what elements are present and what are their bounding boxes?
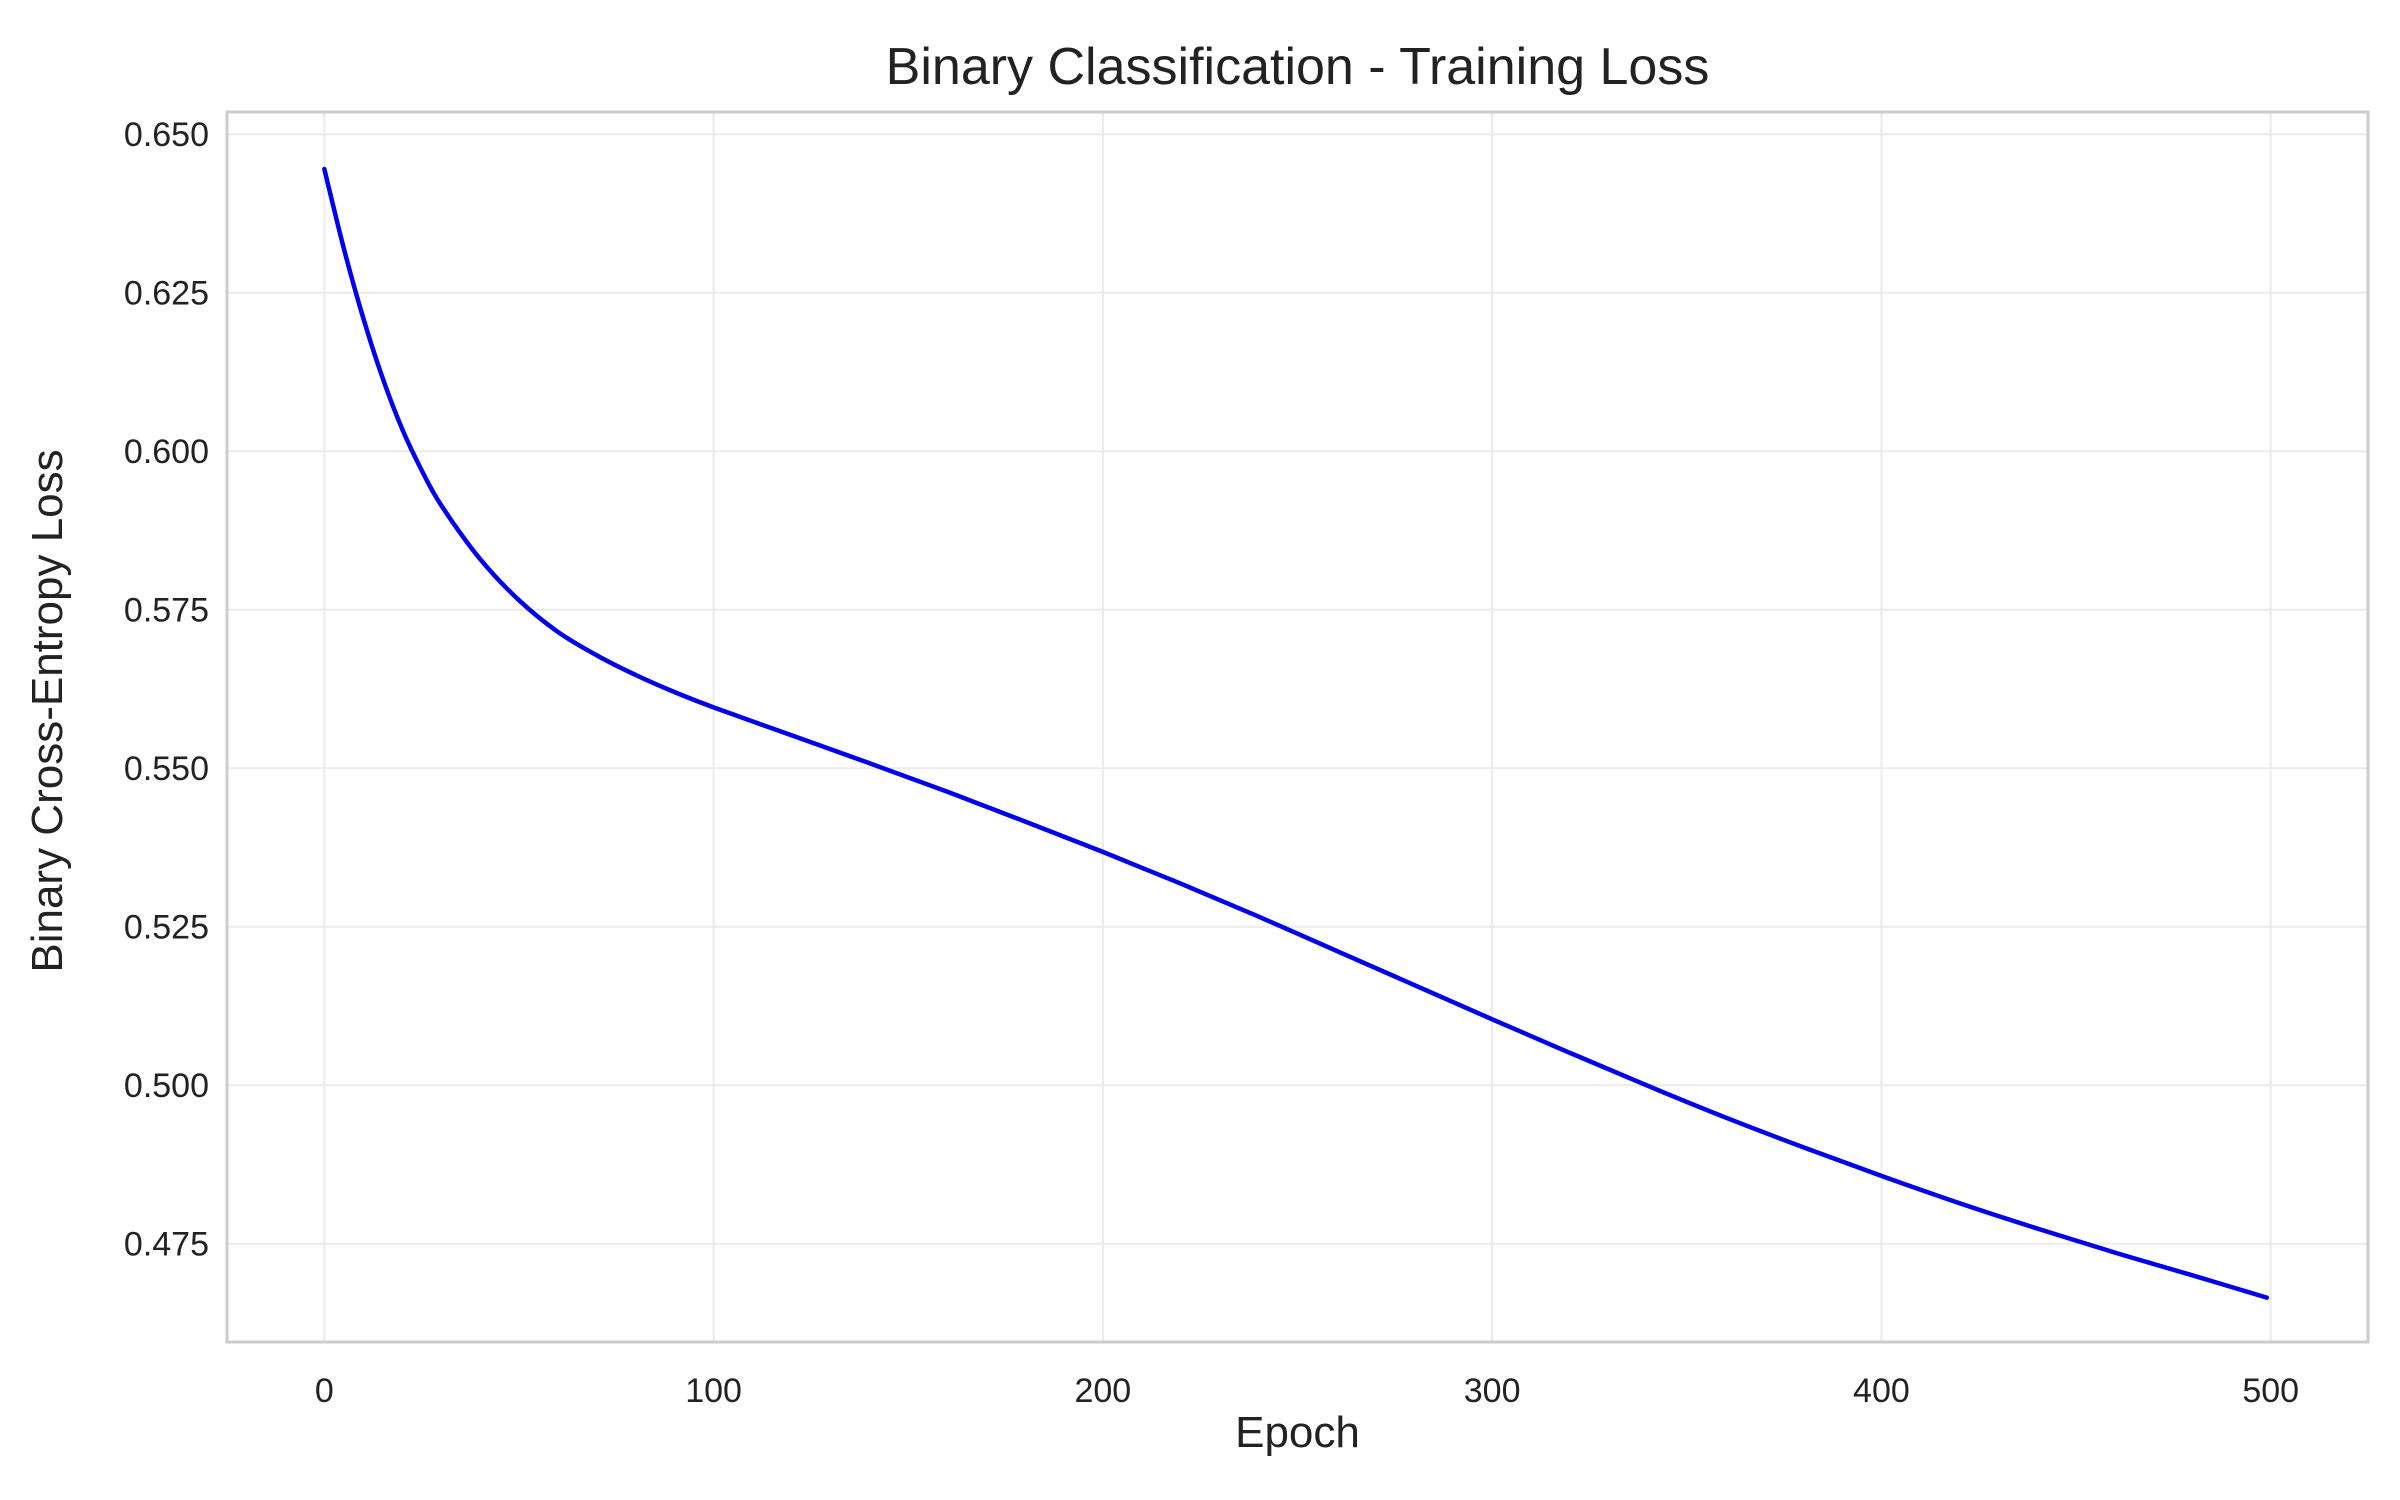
grid (227, 112, 2368, 1342)
x-tick-label: 100 (685, 1372, 742, 1410)
x-tick-label: 300 (1464, 1372, 1521, 1410)
y-tick-label: 0.575 (124, 592, 209, 630)
x-tick-label: 500 (2242, 1372, 2299, 1410)
x-tick-label: 400 (1853, 1372, 1910, 1410)
loss-series-line (322, 166, 2270, 1300)
tick-labels: 0 100 200 300 400 500 0.475 0.500 0.525 0.550 0.57… (124, 116, 2299, 1410)
chart-title: Binary Classification - Training Loss (886, 38, 1710, 96)
x-tick-label: 0 (315, 1372, 334, 1410)
y-tick-label: 0.600 (124, 433, 209, 471)
y-tick-label: 0.625 (124, 275, 209, 313)
y-tick-label: 0.525 (124, 909, 209, 947)
x-tick-label: 200 (1074, 1372, 1131, 1410)
plot-frame (225, 110, 2370, 1344)
y-tick-label: 0.475 (124, 1226, 209, 1264)
x-axis-label: Epoch (1235, 1408, 1360, 1457)
series-layer (322, 166, 2270, 1300)
y-axis-label: Binary Cross-Entropy Loss (23, 449, 72, 972)
y-tick-label: 0.550 (124, 750, 209, 788)
y-tick-label: 0.500 (124, 1067, 209, 1105)
y-tick-label: 0.650 (124, 116, 209, 154)
